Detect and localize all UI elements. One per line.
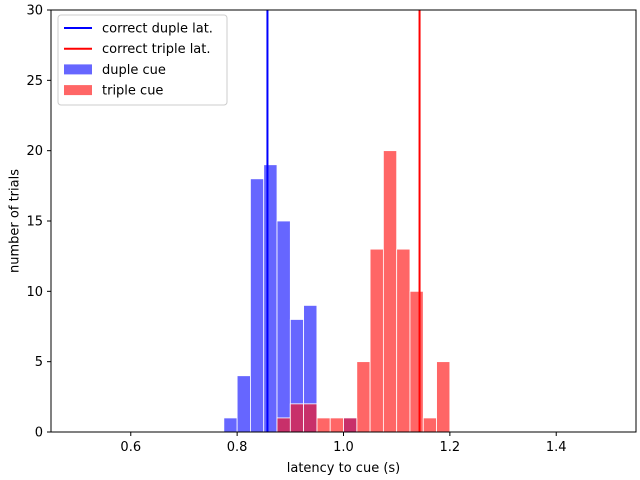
y-tick-label: 25 xyxy=(26,74,43,89)
overlap-bar xyxy=(303,403,318,433)
duple-bar-3 xyxy=(263,164,278,433)
y-tick-label: 5 xyxy=(35,355,43,370)
legend-patch-swatch xyxy=(64,64,92,75)
plot-bars xyxy=(223,150,451,433)
y-tick-label: 15 xyxy=(26,215,43,230)
y-tick-label: 30 xyxy=(26,4,43,19)
overlap-bar xyxy=(289,403,305,433)
y-tick-label: 20 xyxy=(26,144,43,159)
overlap-bar xyxy=(343,417,358,433)
triple-bar-3 xyxy=(316,417,331,433)
triple-bar-8 xyxy=(382,150,398,433)
x-tick-label: 0.6 xyxy=(120,440,141,455)
duple-bar-2 xyxy=(250,178,265,433)
y-axis: 0 5 10 15 20 25 30 xyxy=(26,4,51,441)
triple-bar-11 xyxy=(422,417,437,433)
legend-label: duple cue xyxy=(102,63,166,78)
legend-patch-swatch xyxy=(64,85,92,96)
x-tick-label: 1.0 xyxy=(333,440,354,455)
legend-label: correct duple lat. xyxy=(102,22,213,37)
legend-label: correct triple lat. xyxy=(102,42,211,57)
y-tick-label: 10 xyxy=(26,285,43,300)
x-tick-label: 0.8 xyxy=(227,440,248,455)
x-axis: 0.6 0.8 1.0 1.2 1.4 xyxy=(120,432,567,455)
triple-bar-4 xyxy=(329,417,344,433)
plot-vlines xyxy=(266,10,421,432)
legend-label: triple cue xyxy=(102,84,163,99)
y-axis-label: number of trials xyxy=(8,169,23,273)
x-tick-label: 1.4 xyxy=(546,440,567,455)
duple-bar-1 xyxy=(236,375,251,433)
x-tick-label: 1.2 xyxy=(440,440,461,455)
triple-bar-9 xyxy=(396,248,411,433)
triple-bar-10 xyxy=(409,290,424,433)
legend: correct duple lat. correct triple lat. dup… xyxy=(57,14,228,106)
triple-bar-6 xyxy=(356,361,371,433)
x-axis-label: latency to cue (s) xyxy=(287,461,401,476)
legend-box xyxy=(57,14,228,106)
triple-bar-12 xyxy=(436,361,451,433)
triple-bar-7 xyxy=(369,248,384,433)
duple-bar-4 xyxy=(276,220,291,433)
y-tick-label: 0 xyxy=(35,426,43,441)
overlap-bar xyxy=(276,417,291,433)
duple-bar-0 xyxy=(223,417,238,433)
